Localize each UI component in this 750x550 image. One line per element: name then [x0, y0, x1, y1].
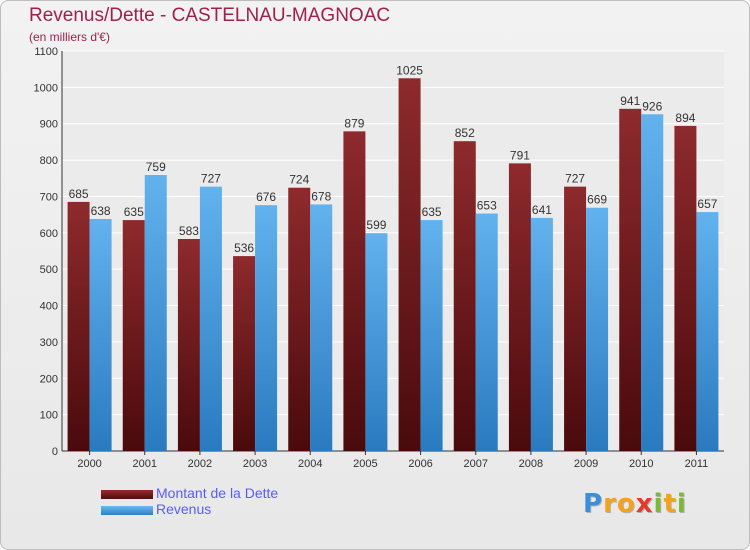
legend-swatch-revenus [101, 506, 153, 515]
bar-dette [233, 256, 256, 451]
legend-swatch-dette [101, 490, 153, 499]
data-label-revenus: 926 [642, 99, 662, 113]
y-tick-label: 200 [40, 373, 58, 385]
bar-revenus [255, 205, 278, 451]
bar-dette [398, 78, 421, 451]
y-tick-label: 300 [40, 337, 58, 349]
data-label-dette: 791 [510, 148, 530, 162]
bar-dette [177, 239, 200, 451]
x-tick-label: 2008 [519, 458, 543, 470]
x-tick-label: 2004 [298, 458, 322, 470]
plot-area [62, 51, 724, 451]
bar-dette [67, 201, 90, 451]
bar-dette [674, 125, 697, 451]
data-label-revenus: 641 [532, 203, 552, 217]
x-tick-label: 2011 [685, 458, 709, 470]
data-label-revenus: 599 [366, 218, 386, 232]
bar-revenus [310, 204, 333, 451]
x-tick-label: 2009 [574, 458, 598, 470]
legend-label-dette: Montant de la Dette [156, 485, 279, 501]
data-label-dette: 727 [565, 172, 585, 186]
data-label-revenus: 653 [477, 199, 497, 213]
data-label-dette: 941 [620, 94, 640, 108]
y-tick-label: 1000 [34, 82, 58, 94]
bar-dette [619, 108, 642, 452]
y-tick-label: 900 [40, 119, 58, 131]
bar-dette [453, 141, 476, 451]
x-tick-label: 2007 [464, 458, 488, 470]
bar-revenus [89, 219, 112, 451]
data-label-revenus: 727 [201, 172, 221, 186]
data-label-dette: 1025 [396, 63, 423, 77]
x-tick-label: 2005 [353, 458, 377, 470]
bar-revenus [641, 114, 664, 451]
bar-dette [288, 187, 311, 451]
data-label-revenus: 759 [146, 160, 166, 174]
data-label-revenus: 676 [256, 190, 276, 204]
data-label-revenus: 638 [91, 204, 111, 218]
data-label-dette: 879 [344, 116, 364, 130]
x-tick-label: 2010 [629, 458, 653, 470]
bar-revenus [144, 175, 167, 451]
data-label-revenus: 669 [587, 193, 607, 207]
x-tick-label: 2002 [188, 458, 212, 470]
chart-title: Revenus/Dette - CASTELNAU-MAGNOAC [29, 5, 391, 26]
bar-dette [564, 186, 587, 452]
data-label-dette: 635 [124, 205, 144, 219]
y-tick-label: 500 [40, 264, 58, 276]
x-tick-label: 2006 [408, 458, 432, 470]
bar-revenus [365, 233, 388, 451]
data-label-revenus: 678 [311, 189, 331, 203]
data-label-revenus: 635 [422, 205, 442, 219]
bar-dette [122, 220, 145, 451]
data-label-dette: 852 [455, 126, 475, 140]
y-tick-label: 100 [40, 410, 58, 422]
bar-revenus [530, 217, 553, 451]
y-tick-label: 600 [40, 228, 58, 240]
bar-revenus [696, 212, 719, 451]
data-label-revenus: 657 [697, 197, 717, 211]
legend-label-revenus: Revenus [156, 501, 212, 517]
proxiti-logo: Proxiti [583, 489, 687, 519]
y-tick-label: 1100 [34, 46, 58, 58]
y-tick-label: 0 [52, 446, 58, 458]
data-label-dette: 894 [675, 111, 695, 125]
bar-dette [508, 163, 531, 451]
data-label-dette: 583 [179, 224, 199, 238]
chart-subtitle: (en milliers d'€) [29, 30, 110, 44]
x-tick-label: 2000 [77, 458, 101, 470]
bar-revenus [420, 220, 443, 451]
bar-revenus [475, 213, 498, 451]
x-tick-label: 2001 [133, 458, 157, 470]
y-tick-label: 800 [40, 155, 58, 167]
bar-revenus [199, 186, 222, 452]
y-tick-label: 700 [40, 191, 58, 203]
bar-revenus [586, 207, 609, 451]
bar-dette [343, 131, 366, 451]
data-label-dette: 724 [289, 173, 309, 187]
data-label-dette: 685 [69, 187, 89, 201]
data-label-dette: 536 [234, 241, 254, 255]
y-tick-label: 400 [40, 301, 58, 313]
x-tick-label: 2003 [243, 458, 267, 470]
